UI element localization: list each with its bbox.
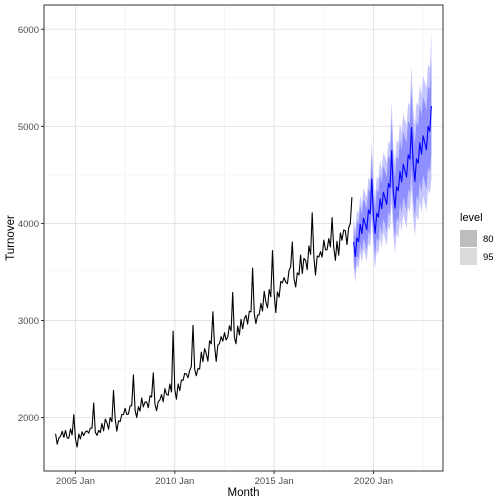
y-tick-label: 6000 [18,25,39,36]
legend-swatch-95 [460,248,477,265]
legend-swatch-80 [460,230,477,247]
y-tick-label: 3000 [18,316,39,327]
x-axis: 2005 Jan 2010 Jan 2015 Jan 2020 Jan [56,471,393,487]
y-axis-title: Turnover [5,215,17,261]
legend-label-80: 80 [483,234,494,245]
panel-border [43,4,444,472]
y-tick-label: 5000 [18,122,39,133]
y-tick-label: 4000 [18,219,39,230]
forecast-line [353,105,432,258]
x-tick-label: 2015 Jan [255,476,294,487]
legend-label-95: 95 [483,252,494,263]
panel-background [44,5,443,471]
history-line [55,197,353,448]
series-lines [55,105,432,448]
x-axis-title: Month [228,487,260,499]
legend: level 80 95 [460,212,494,265]
y-tick-label: 2000 [18,413,39,424]
x-tick-label: 2005 Jan [56,476,95,487]
plot-panel [43,4,444,472]
x-tick-label: 2020 Jan [354,476,393,487]
y-axis: 2000 3000 4000 5000 6000 [18,25,44,424]
x-tick-label: 2010 Jan [155,476,194,487]
legend-title: level [460,212,483,224]
